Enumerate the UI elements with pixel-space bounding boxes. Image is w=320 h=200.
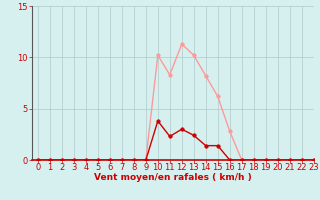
X-axis label: Vent moyen/en rafales ( km/h ): Vent moyen/en rafales ( km/h ) <box>94 173 252 182</box>
